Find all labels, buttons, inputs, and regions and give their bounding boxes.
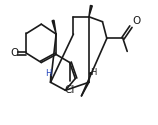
Text: O: O (10, 48, 19, 58)
Text: H: H (90, 68, 97, 77)
Polygon shape (52, 20, 56, 34)
Text: O: O (132, 16, 140, 26)
Polygon shape (89, 5, 92, 17)
Text: H: H (45, 68, 51, 78)
Text: Cl: Cl (64, 84, 75, 94)
